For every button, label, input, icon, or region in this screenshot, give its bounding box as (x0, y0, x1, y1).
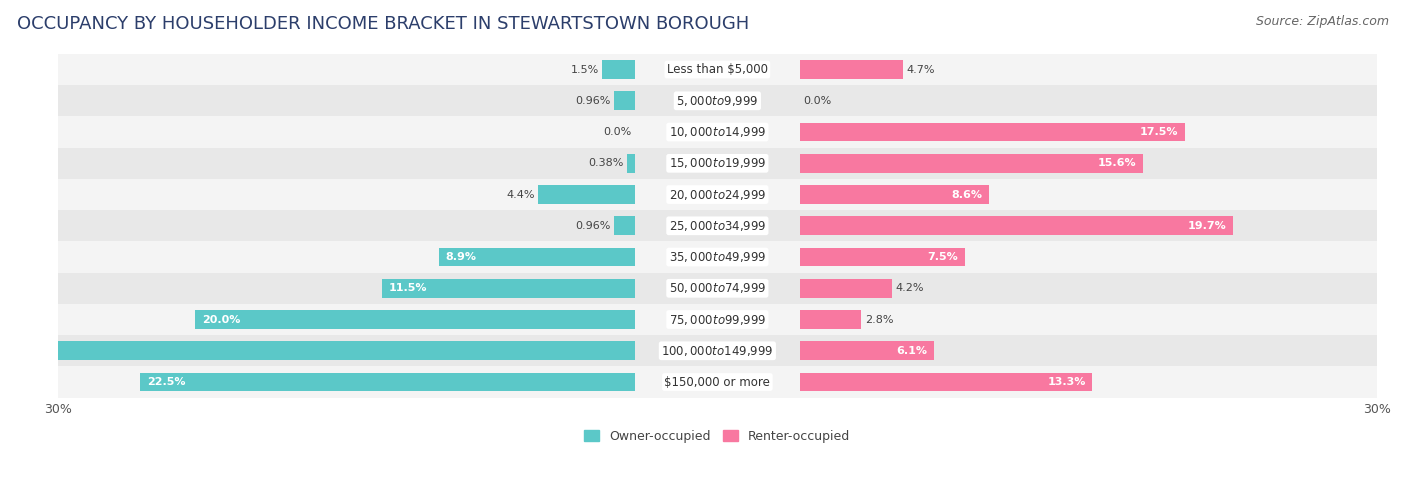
Bar (0, 341, 636, 360)
Bar (141, 373, 636, 392)
Bar (800, 123, 1185, 141)
Bar (58, 242, 1376, 273)
Legend: Owner-occupied, Renter-occupied: Owner-occupied, Renter-occupied (585, 430, 851, 443)
Bar (58, 304, 1376, 335)
Text: 2.8%: 2.8% (865, 315, 893, 324)
Text: 4.4%: 4.4% (506, 189, 534, 200)
Text: $100,000 to $149,999: $100,000 to $149,999 (661, 344, 773, 358)
Bar (800, 279, 893, 298)
Bar (439, 248, 636, 266)
Bar (800, 310, 862, 329)
Bar (58, 54, 1376, 85)
Text: Source: ZipAtlas.com: Source: ZipAtlas.com (1256, 15, 1389, 28)
Text: 28.9%: 28.9% (6, 346, 45, 356)
Text: 0.0%: 0.0% (603, 127, 631, 137)
Text: $15,000 to $19,999: $15,000 to $19,999 (669, 156, 766, 170)
Text: $150,000 or more: $150,000 or more (665, 375, 770, 389)
Text: 6.1%: 6.1% (897, 346, 928, 356)
Bar (58, 366, 1376, 398)
Text: 20.0%: 20.0% (201, 315, 240, 324)
Bar (58, 210, 1376, 242)
Bar (800, 60, 903, 79)
Bar (382, 279, 636, 298)
Text: 8.9%: 8.9% (446, 252, 477, 262)
Text: 4.7%: 4.7% (907, 65, 935, 75)
Text: 0.96%: 0.96% (575, 96, 610, 106)
Bar (538, 185, 636, 204)
Text: $35,000 to $49,999: $35,000 to $49,999 (669, 250, 766, 264)
Bar (602, 60, 636, 79)
Bar (614, 216, 636, 235)
Bar (58, 179, 1376, 210)
Text: 22.5%: 22.5% (146, 377, 186, 387)
Bar (58, 116, 1376, 148)
Text: 17.5%: 17.5% (1139, 127, 1178, 137)
Text: $20,000 to $24,999: $20,000 to $24,999 (669, 187, 766, 202)
Text: 4.2%: 4.2% (896, 283, 924, 293)
Text: $25,000 to $34,999: $25,000 to $34,999 (669, 219, 766, 233)
Text: $10,000 to $14,999: $10,000 to $14,999 (669, 125, 766, 139)
Bar (800, 216, 1233, 235)
Text: 11.5%: 11.5% (388, 283, 427, 293)
Text: Less than $5,000: Less than $5,000 (666, 63, 768, 76)
Bar (195, 310, 636, 329)
Text: 8.6%: 8.6% (952, 189, 983, 200)
Text: $75,000 to $99,999: $75,000 to $99,999 (669, 313, 766, 327)
Bar (800, 341, 934, 360)
Bar (58, 85, 1376, 116)
Text: OCCUPANCY BY HOUSEHOLDER INCOME BRACKET IN STEWARTSTOWN BOROUGH: OCCUPANCY BY HOUSEHOLDER INCOME BRACKET … (17, 15, 749, 33)
Text: 19.7%: 19.7% (1188, 221, 1226, 231)
Bar (58, 335, 1376, 366)
Text: $50,000 to $74,999: $50,000 to $74,999 (669, 281, 766, 295)
Text: 1.5%: 1.5% (571, 65, 599, 75)
Text: $5,000 to $9,999: $5,000 to $9,999 (676, 94, 759, 108)
Text: 13.3%: 13.3% (1047, 377, 1085, 387)
Bar (58, 273, 1376, 304)
Text: 15.6%: 15.6% (1098, 158, 1136, 169)
Bar (800, 154, 1143, 173)
Bar (627, 154, 636, 173)
Text: 0.0%: 0.0% (803, 96, 831, 106)
Text: 0.38%: 0.38% (588, 158, 623, 169)
Text: 0.96%: 0.96% (575, 221, 610, 231)
Bar (800, 373, 1092, 392)
Bar (614, 92, 636, 110)
Bar (800, 248, 965, 266)
Bar (58, 148, 1376, 179)
Text: 7.5%: 7.5% (928, 252, 957, 262)
Bar (800, 185, 988, 204)
